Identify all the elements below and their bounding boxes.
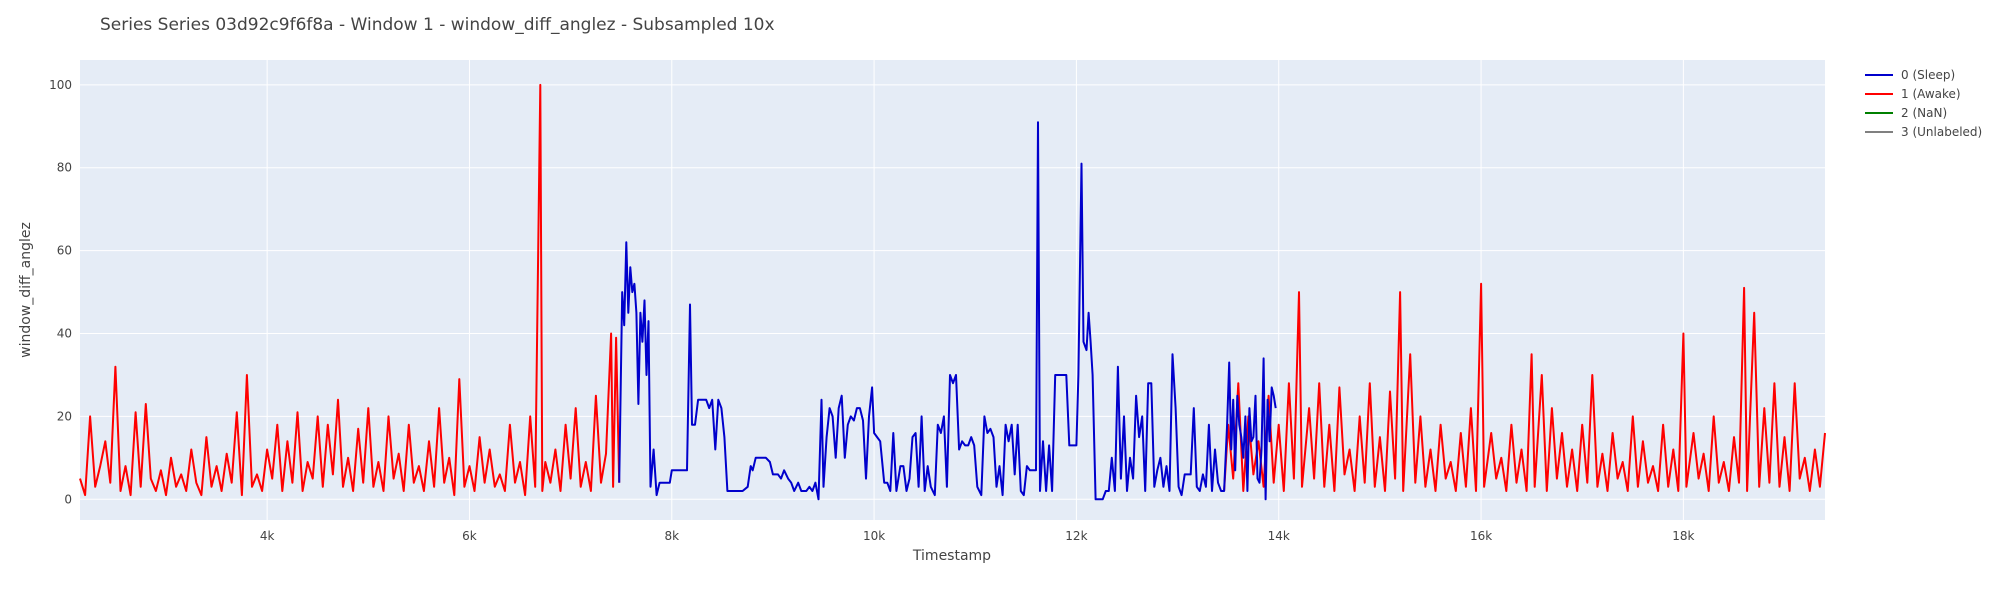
legend-label[interactable]: 3 (Unlabeled) [1901,125,1982,139]
x-axis-label: Timestamp [912,548,991,564]
y-tick-label: 80 [57,161,72,175]
y-axis: 0 20 40 60 80 100 [49,78,72,506]
y-tick-label: 100 [49,78,72,92]
x-tick-label: 4k [260,529,275,543]
x-tick-label: 10k [863,529,885,543]
legend: 0 (Sleep) 1 (Awake) 2 (NaN) 3 (Unlabeled) [1865,68,1982,139]
y-tick-label: 40 [57,327,72,341]
series-line [1223,282,1826,492]
legend-label[interactable]: 0 (Sleep) [1901,68,1955,82]
y-tick-label: 60 [57,244,72,258]
y-tick-label: 0 [64,492,72,506]
legend-label[interactable]: 1 (Awake) [1901,87,1961,101]
series-layer [79,83,1826,501]
x-tick-label: 16k [1470,529,1492,543]
x-tick-label: 14k [1268,529,1290,543]
series-line [618,121,1277,501]
x-axis: 4k 6k 8k 10k 12k 14k 16k 18k [260,529,1695,543]
series-line [79,83,621,497]
legend-label[interactable]: 2 (NaN) [1901,106,1947,120]
y-tick-label: 20 [57,409,72,423]
x-tick-label: 6k [462,529,477,543]
chart-title: Series Series 03d92c9f6f8a - Window 1 - … [100,15,775,35]
x-tick-label: 18k [1672,529,1694,543]
x-tick-label: 8k [664,529,679,543]
y-axis-label: window_diff_anglez [18,222,34,358]
x-tick-label: 12k [1065,529,1087,543]
